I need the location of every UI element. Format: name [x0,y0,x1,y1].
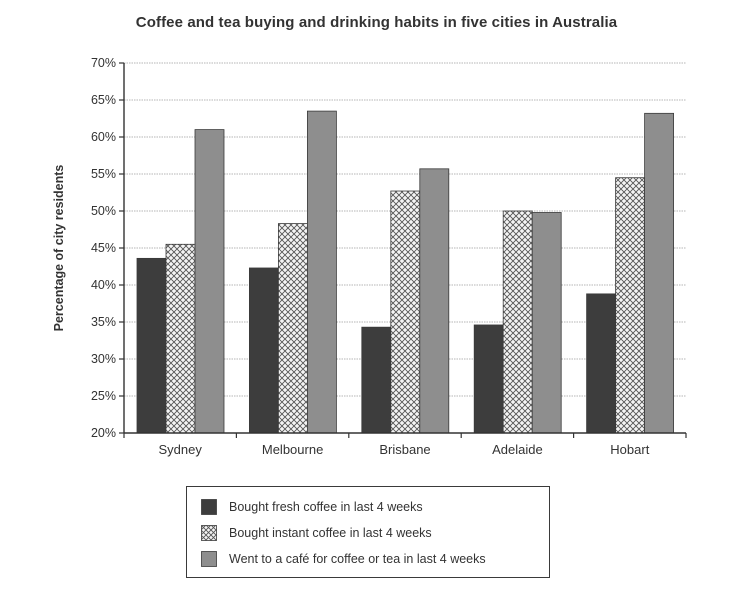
y-tick-label: 30% [91,352,116,366]
y-tick-label: 45% [91,241,116,255]
y-tick-label: 65% [91,93,116,107]
bar [361,326,392,434]
legend-label: Bought fresh coffee in last 4 weeks [229,500,423,514]
x-tick-label: Adelaide [492,442,543,457]
y-tick-label: 70% [91,56,116,70]
bar [136,257,167,434]
bar [306,110,337,434]
chart-title: Coffee and tea buying and drinking habit… [135,14,618,31]
bar [194,129,225,434]
legend-swatch-fill [201,525,217,541]
bar-chart: 20% 25% 30% 35% 40% 45% 50% 55% 60% 65% 70% Sydney M… [52,56,687,457]
legend-swatch [201,499,217,515]
legend-swatch [201,525,217,541]
y-tick-label: 20% [91,426,116,440]
legend-swatch [201,551,217,567]
bar [531,212,562,434]
x-tick-label: Hobart [610,442,649,457]
legend-label: Went to a café for coffee or tea in last… [229,552,486,566]
y-tick-label: 55% [91,167,116,181]
bar [165,243,196,434]
y-axis-title: Percentage of city residents [52,165,66,332]
bar [502,210,533,434]
bar [419,168,450,434]
labels: 20% 25% 30% 35% 40% 45% 50% 55% 60% 65% 70% Sydney M… [52,56,650,457]
bar [248,267,279,434]
legend-item: Bought instant coffee in last 4 weeks [201,523,432,543]
legend-item: Bought fresh coffee in last 4 weeks [201,497,423,517]
y-tick-label: 35% [91,315,116,329]
legend: Bought fresh coffee in last 4 weeks Bough… [186,486,550,578]
legend-item: Went to a café for coffee or tea in last… [201,549,486,569]
bar [277,223,308,434]
legend-swatch-fill [201,499,217,515]
y-tick-label: 50% [91,204,116,218]
legend-swatch-fill [201,551,217,567]
y-tick-label: 40% [91,278,116,292]
legend-label: Bought instant coffee in last 4 weeks [229,526,432,540]
bar [644,112,674,434]
bar [586,293,616,434]
bar [473,324,504,434]
axes [119,62,687,438]
bar [390,190,421,434]
y-tick-label: 25% [91,389,116,403]
x-tick-label: Melbourne [262,442,323,457]
bars [136,110,674,434]
bar [615,177,645,434]
y-tick-label: 60% [91,130,116,144]
x-tick-label: Sydney [159,442,203,457]
x-tick-label: Brisbane [379,442,430,457]
